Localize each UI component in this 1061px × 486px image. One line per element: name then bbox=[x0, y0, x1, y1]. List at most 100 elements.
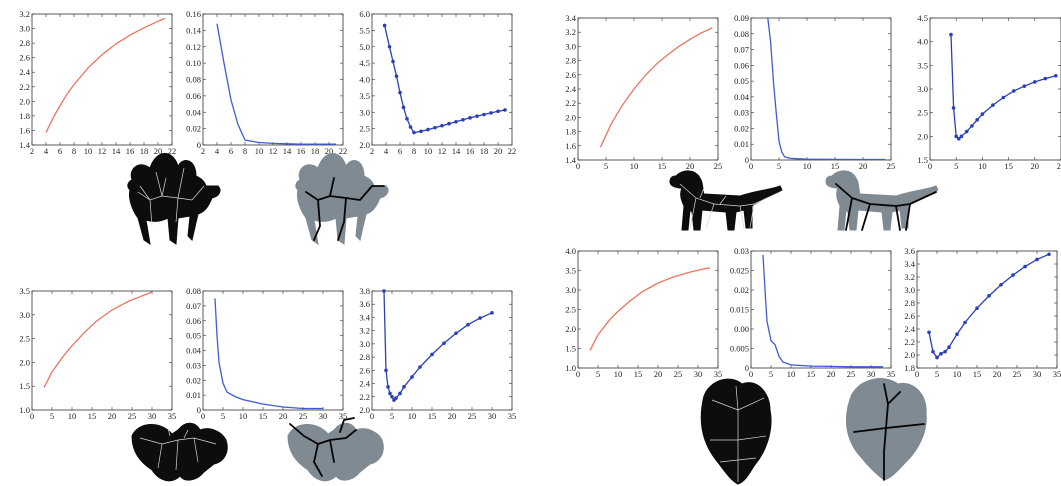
series-line bbox=[950, 34, 1056, 140]
x-tick-label: 35 bbox=[714, 369, 723, 379]
x-tick-label: 20 bbox=[108, 411, 117, 421]
x-tick-label: 2 bbox=[30, 146, 34, 156]
data-point bbox=[957, 136, 961, 141]
y-tick-label: 1.5 bbox=[565, 344, 576, 354]
y-tick-label: 2.0 bbox=[359, 405, 370, 415]
y-tick-label: 0.08 bbox=[186, 75, 201, 85]
y-tick-label: 0.04 bbox=[186, 346, 202, 356]
x-tick-label: 20 bbox=[1031, 161, 1040, 171]
x-tick-label: 14 bbox=[452, 146, 461, 156]
x-tick-label: 10 bbox=[630, 161, 639, 171]
leaf-contour-lines bbox=[710, 385, 767, 482]
y-tick-label: 0 bbox=[745, 363, 749, 373]
x-tick-label: 10 bbox=[408, 411, 417, 421]
y-tick-label: 2.8 bbox=[19, 38, 30, 48]
x-tick-label: 10 bbox=[255, 146, 264, 156]
y-tick-label: 1.8 bbox=[565, 127, 576, 137]
x-tick-label: 15 bbox=[88, 411, 97, 421]
y-tick-label: 4.0 bbox=[565, 246, 576, 256]
data-point bbox=[466, 322, 470, 327]
plot-frame bbox=[750, 250, 892, 369]
x-tick-label: 15 bbox=[658, 161, 667, 171]
data-point bbox=[927, 330, 931, 335]
y-tick-label: 2.0 bbox=[19, 357, 30, 367]
dog-silhouette-grey bbox=[825, 170, 939, 231]
x-tick-label: 5 bbox=[221, 411, 225, 421]
x-tick-label: 0 bbox=[201, 411, 205, 421]
y-tick-label: 6.0 bbox=[359, 9, 370, 19]
x-tick-label: 8 bbox=[243, 146, 247, 156]
x-tick-label: 30 bbox=[867, 369, 876, 379]
y-tick-label: 2.2 bbox=[359, 392, 370, 402]
y-tick-label: 0.04 bbox=[186, 107, 202, 117]
leaf-skeleton bbox=[853, 383, 925, 481]
data-point bbox=[410, 375, 414, 379]
data-point bbox=[408, 125, 413, 129]
data-point bbox=[975, 306, 979, 311]
plot-leaf-3: 0 5 10 15 20 25 30 35 1.8 2.0 2.2 2.4 2.6 2.8 3.0 3.2 3.… bbox=[904, 246, 1061, 379]
x-tick-label: 5 bbox=[935, 369, 939, 379]
data-point bbox=[1043, 76, 1048, 81]
butterfly-silhouette-grey bbox=[287, 422, 384, 482]
plot-leaf-2: 0 5 10 15 20 25 30 35 0 0.005 0.00 0.015 0.02 0.025 0.… bbox=[730, 246, 895, 379]
x-tick-label: 16 bbox=[126, 146, 135, 156]
x-tick-label: 4 bbox=[44, 146, 49, 156]
panel-camel: 2 4 6 8 10 12 14 16 18 20 221.41.61.82.02.22.42.62… bbox=[19, 9, 516, 156]
y-tick-label: 2.6 bbox=[565, 70, 576, 80]
data-point bbox=[401, 105, 406, 110]
y-tick-label: 3.0 bbox=[19, 310, 30, 320]
x-tick-label: 5 bbox=[596, 369, 600, 379]
data-point bbox=[964, 129, 969, 134]
x-tick-label: 5 bbox=[954, 161, 958, 171]
data-point bbox=[454, 119, 458, 124]
y-tick-label: 1.6 bbox=[19, 125, 30, 135]
x-tick-label: 20 bbox=[827, 369, 836, 379]
data-point bbox=[1047, 252, 1051, 257]
dog-contour-lines bbox=[679, 183, 781, 229]
x-tick-label: 22 bbox=[168, 146, 177, 156]
data-point bbox=[398, 90, 402, 95]
y-tick-label: 2.2 bbox=[19, 82, 30, 92]
x-tick-label: 8 bbox=[72, 146, 76, 156]
x-tick-label: 4 bbox=[215, 146, 220, 156]
x-tick-label: 2 bbox=[201, 146, 205, 156]
x-tick-label: 2 bbox=[370, 146, 374, 156]
y-tick-label: 5.5 bbox=[359, 25, 370, 35]
y-tick-label: 0.01 bbox=[186, 390, 201, 400]
x-tick-label: 0 bbox=[915, 369, 919, 379]
data-point bbox=[503, 108, 507, 112]
y-tick-label: 0.16 bbox=[186, 9, 201, 19]
plot-camel-3: 2 4 6 8 10 12 14 16 18 20 22 2.0 2.5 3.0 3.5 4.0 4.5 5.0 5… bbox=[359, 9, 516, 156]
data-point bbox=[478, 316, 482, 320]
x-tick-label: 10 bbox=[424, 146, 433, 156]
data-point bbox=[987, 294, 991, 298]
y-tick-label: 3.0 bbox=[565, 41, 576, 51]
y-tick-label: 1.5 bbox=[917, 155, 928, 165]
y-tick-label: 2.5 bbox=[917, 108, 928, 118]
x-tick-label: 20 bbox=[686, 161, 695, 171]
data-point bbox=[955, 332, 959, 337]
data-point bbox=[970, 124, 974, 128]
x-tick-label: 20 bbox=[494, 146, 503, 156]
data-point bbox=[1012, 89, 1016, 93]
data-point bbox=[947, 345, 951, 350]
x-tick-label: 25 bbox=[674, 369, 683, 379]
x-tick-label: 18 bbox=[480, 146, 489, 156]
x-tick-label: 5 bbox=[777, 161, 781, 171]
y-tick-label: 0.08 bbox=[734, 29, 749, 39]
data-point bbox=[382, 289, 386, 293]
x-tick-label: 14 bbox=[112, 146, 121, 156]
x-tick-label: 6 bbox=[229, 146, 233, 156]
data-point bbox=[468, 116, 472, 120]
x-tick-label: 5 bbox=[50, 411, 54, 421]
plot-butterfly-2: 0 5 10 15 20 25 30 35 0 0.01 0.02 0.03 0.04 0.05 0.06 0… bbox=[186, 286, 347, 421]
x-tick-label: 14 bbox=[283, 146, 292, 156]
y-tick-label: 2.0 bbox=[917, 131, 928, 141]
plot-dog-2: 0 5 10 15 20 25 0 0.01 0.02 0.03 0.04 0.05 0.06 0.07 0… bbox=[734, 13, 895, 171]
y-tick-label: 3.2 bbox=[19, 9, 30, 19]
y-tick-label: 0.14 bbox=[186, 25, 202, 35]
x-tick-label: 15 bbox=[973, 369, 982, 379]
camel-silhouette-dark bbox=[127, 153, 221, 246]
y-tick-label: 2.4 bbox=[19, 67, 30, 77]
